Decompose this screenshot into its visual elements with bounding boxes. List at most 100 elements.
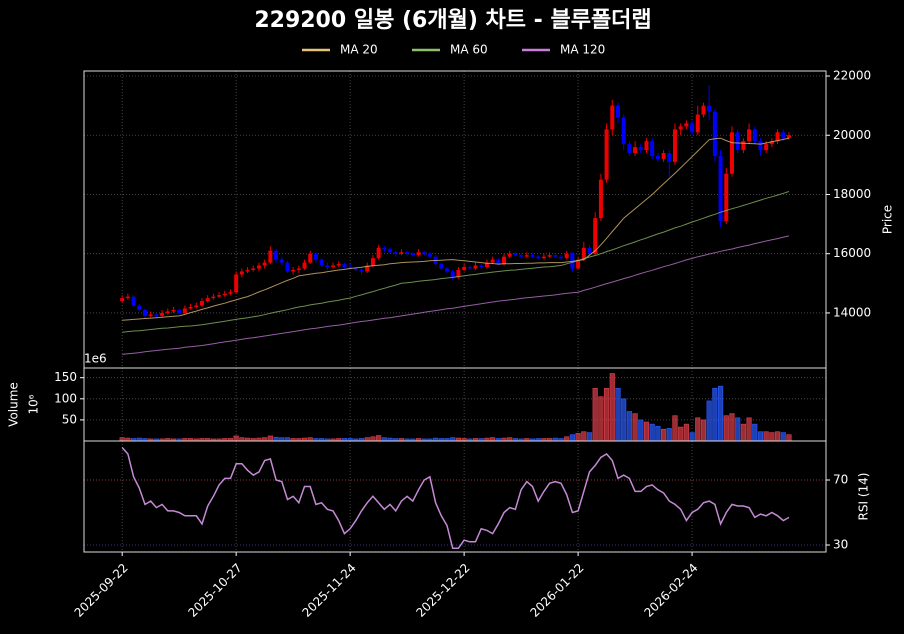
volume-bar (307, 437, 313, 442)
candle-body (507, 253, 512, 257)
volume-bar (507, 437, 513, 442)
candle-body (604, 129, 609, 180)
ma-line (122, 235, 790, 355)
y-tick-label: 20000 (833, 128, 871, 142)
candle-body (410, 253, 415, 256)
candle-body (678, 126, 683, 130)
candle-body (291, 269, 296, 272)
volume-bar (752, 423, 758, 442)
volume-bar (740, 423, 746, 442)
candle-body (752, 129, 757, 142)
candle-body (422, 252, 427, 254)
y-tick-label: 50 (62, 412, 77, 426)
candle-body (279, 259, 284, 263)
candle-body (416, 252, 421, 256)
candle-body (496, 259, 501, 265)
candle-body (650, 141, 655, 156)
volume-bar (712, 387, 718, 442)
candle-body (120, 298, 125, 302)
volume-bar (450, 437, 456, 442)
legend-label: MA 20 (340, 43, 378, 57)
y-tick-label: 16000 (833, 246, 871, 260)
volume-bar (729, 413, 735, 442)
y-tick-label: 150 (54, 370, 77, 384)
panel-frame (83, 440, 827, 553)
rsi-line (121, 447, 790, 550)
y-tick-label: 14000 (833, 305, 871, 319)
volume-bar (695, 417, 701, 442)
volume-bar (786, 434, 792, 442)
candle-body (365, 265, 370, 272)
volume-bar (490, 437, 496, 442)
candle-body (222, 293, 227, 296)
y-axis-unit: 10⁶ (27, 394, 41, 414)
volume-bar (683, 423, 689, 442)
candle-body (268, 250, 273, 263)
volume-bar (632, 413, 638, 442)
candle-body (137, 305, 142, 310)
candle-body (593, 218, 598, 254)
candle-body (712, 111, 717, 156)
volume-bar (774, 431, 781, 442)
volume-bar (279, 437, 285, 442)
volume-bar (564, 436, 570, 442)
candle-body (405, 252, 410, 254)
volume-bar (643, 421, 650, 442)
candle-body (661, 153, 666, 159)
candle-body (547, 255, 552, 257)
candle-body (627, 144, 632, 154)
candle-body (598, 179, 603, 219)
volume-bar (717, 385, 724, 442)
volume-bar (655, 425, 661, 442)
candle-body (376, 247, 381, 259)
candle-body (536, 256, 541, 259)
candle-body (758, 141, 763, 151)
candle-body (165, 311, 170, 313)
candle-body (541, 256, 546, 259)
candle-body (234, 274, 239, 293)
candle-body (610, 105, 615, 130)
volume-bar (273, 436, 279, 442)
y-tick-label: 22000 (833, 69, 871, 83)
ma-line (122, 137, 790, 321)
volume-bar (638, 419, 644, 442)
volume-bar (769, 432, 775, 442)
volume-bar (381, 437, 387, 442)
candle-body (336, 264, 341, 266)
volume-bar (233, 435, 239, 442)
candle-body (638, 147, 643, 151)
candle-body (148, 314, 153, 316)
candle-body (154, 314, 159, 316)
volume-bar (609, 373, 615, 442)
candle-body (473, 265, 478, 269)
candle-body (587, 247, 592, 254)
volume-bar (267, 435, 273, 442)
y-axis-label: Price (881, 205, 895, 234)
candle-body (325, 265, 330, 268)
candle-body (524, 255, 529, 257)
candle-body (439, 264, 444, 269)
candle-body (729, 132, 734, 174)
volume-bar (262, 437, 268, 442)
candle-body (160, 312, 165, 316)
candle-body (211, 296, 216, 299)
candle-body (741, 141, 746, 151)
volume-bar (757, 431, 764, 442)
candle-body (274, 250, 279, 260)
candle-body (467, 267, 472, 269)
candle-body (308, 253, 313, 263)
volume-bar (239, 437, 245, 442)
candle-body (342, 264, 347, 268)
volume-bar (569, 434, 575, 442)
candle-body (576, 259, 581, 269)
volume-bar (661, 428, 667, 442)
y-axis-label: Volume (7, 382, 21, 427)
volume-bar (586, 432, 593, 442)
candle-body (633, 147, 638, 154)
candle-body (171, 309, 176, 312)
y-tick-label: 70 (833, 473, 848, 487)
volume-bar (592, 387, 598, 442)
candle-body (256, 265, 261, 269)
